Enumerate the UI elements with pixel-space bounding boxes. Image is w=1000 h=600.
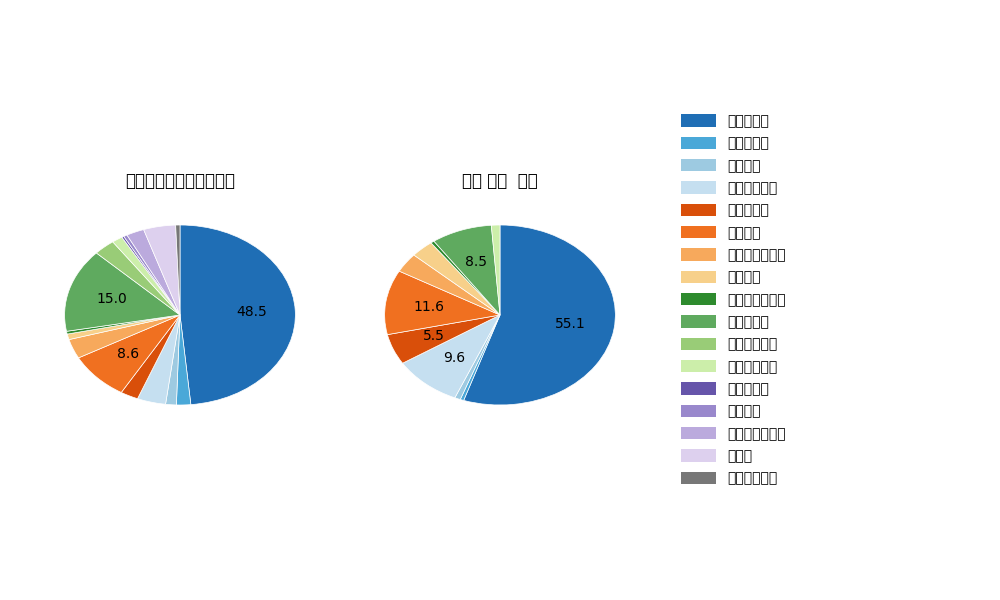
Wedge shape [399, 255, 500, 315]
Wedge shape [122, 236, 180, 315]
Wedge shape [176, 225, 180, 315]
Wedge shape [491, 225, 500, 315]
Wedge shape [414, 243, 500, 315]
Text: 15.0: 15.0 [96, 292, 127, 306]
Wedge shape [121, 315, 180, 398]
Wedge shape [144, 225, 180, 315]
Wedge shape [434, 225, 500, 315]
Text: 5.5: 5.5 [423, 329, 445, 343]
Wedge shape [176, 315, 191, 405]
Legend: ストレート, ツーシーム, シュート, カットボール, スプリット, フォーク, チェンジアップ, シンカー, 高速スライダー, スライダー, 縦スライダー, : ストレート, ツーシーム, シュート, カットボール, スプリット, フォーク,… [677, 110, 790, 490]
Text: 11.6: 11.6 [414, 300, 445, 314]
Wedge shape [180, 225, 295, 404]
Wedge shape [138, 315, 180, 404]
Wedge shape [67, 315, 180, 340]
Wedge shape [455, 315, 500, 400]
Wedge shape [113, 237, 180, 315]
Wedge shape [403, 315, 500, 398]
Wedge shape [67, 315, 180, 334]
Wedge shape [460, 315, 500, 400]
Wedge shape [385, 271, 500, 335]
Wedge shape [69, 315, 180, 358]
Title: パ・リーグ全プレイヤー: パ・リーグ全プレイヤー [125, 172, 235, 190]
Wedge shape [127, 230, 180, 315]
Text: 9.6: 9.6 [443, 350, 465, 365]
Title: 茶野 篤政  選手: 茶野 篤政 選手 [462, 172, 538, 190]
Text: 8.6: 8.6 [117, 347, 140, 361]
Text: 55.1: 55.1 [555, 317, 586, 331]
Text: 48.5: 48.5 [236, 305, 267, 319]
Wedge shape [387, 315, 500, 363]
Wedge shape [96, 242, 180, 315]
Wedge shape [431, 241, 500, 315]
Text: 8.5: 8.5 [465, 256, 487, 269]
Wedge shape [65, 253, 180, 331]
Wedge shape [166, 315, 180, 405]
Wedge shape [464, 225, 615, 405]
Wedge shape [124, 235, 180, 315]
Wedge shape [79, 315, 180, 392]
